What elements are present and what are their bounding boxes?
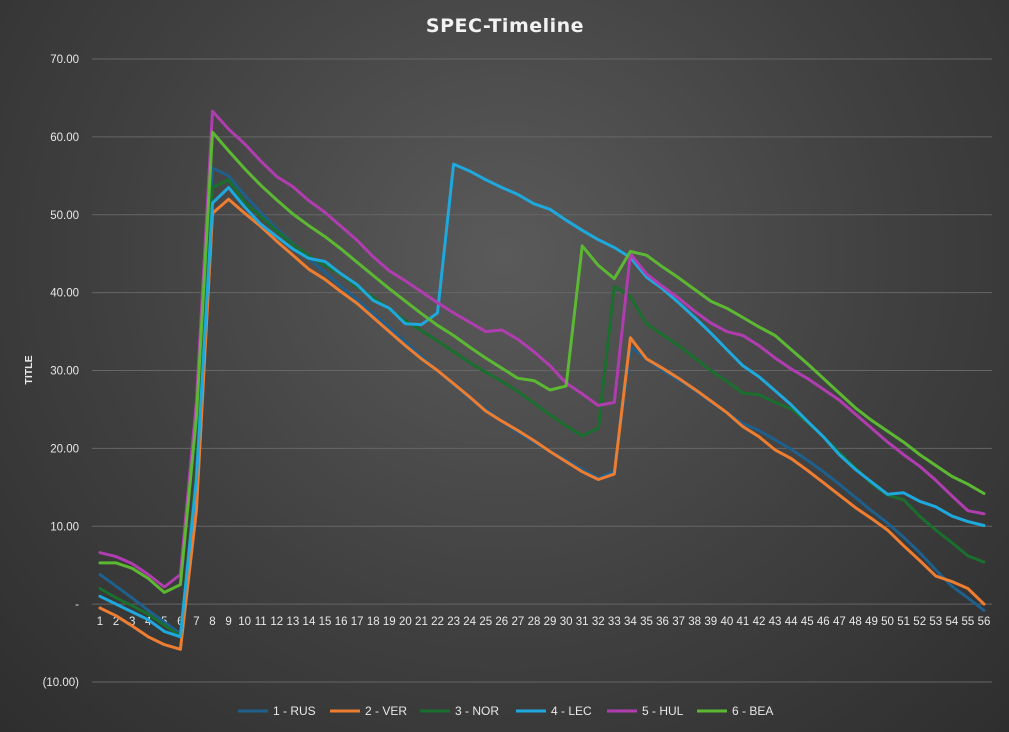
x-tick-label: 25	[479, 616, 492, 628]
x-tick-label: 37	[672, 616, 685, 628]
x-tick-label: 1	[97, 616, 103, 628]
x-tick-label: 10	[238, 616, 251, 628]
x-tick-label: 44	[785, 616, 798, 628]
series-line-1	[98, 166, 986, 636]
x-tick-label: 8	[209, 616, 215, 628]
y-tick-label: 60.00	[50, 132, 79, 144]
legend-label: 3 - NOR	[455, 704, 499, 718]
x-tick-label: 32	[592, 616, 605, 628]
x-tick-label: 12	[270, 616, 283, 628]
legend-item: 5 - HUL	[607, 704, 684, 718]
y-tick-label: -	[75, 599, 79, 611]
x-tick-label: 50	[881, 616, 894, 628]
series-line-4	[98, 162, 986, 639]
legend-label: 4 - LEC	[551, 704, 592, 718]
x-tick-label: 56	[978, 616, 991, 628]
x-tick-label: 28	[528, 616, 541, 628]
x-tick-label: 24	[463, 616, 476, 628]
x-tick-label: 23	[447, 616, 460, 628]
x-tick-label: 22	[431, 616, 444, 628]
y-tick-label: 70.00	[50, 54, 79, 66]
y-tick-label: 30.00	[50, 366, 79, 378]
x-tick-label: 47	[833, 616, 846, 628]
y-axis-label: TITLE	[23, 355, 35, 384]
series-lines	[98, 109, 986, 651]
y-axis-ticks: 70.00 60.00 50.00 40.00 30.00 20.00 10.00 - (10.…	[43, 54, 80, 689]
x-tick-label: 54	[945, 616, 958, 628]
x-tick-label: 31	[576, 616, 589, 628]
legend-item: 3 - NOR	[420, 704, 499, 718]
legend-label: 1 - RUS	[273, 704, 316, 718]
x-tick-label: 49	[865, 616, 878, 628]
x-tick-label: 51	[897, 616, 910, 628]
x-tick-label: 53	[929, 616, 942, 628]
legend-item: 6 - BEA	[697, 704, 773, 718]
x-tick-label: 38	[688, 616, 701, 628]
legend: 1 - RUS 2 - VER 3 - NOR 4 - LEC 5 - HUL 6 - B…	[238, 704, 773, 718]
x-tick-label: 2	[113, 616, 119, 628]
x-tick-label: 30	[560, 616, 573, 628]
x-tick-label: 7	[193, 616, 199, 628]
y-tick-label: 50.00	[50, 210, 79, 222]
chart-title: SPEC-Timeline	[426, 15, 584, 37]
x-tick-label: 52	[913, 616, 926, 628]
x-tick-label: 16	[335, 616, 348, 628]
x-tick-label: 40	[720, 616, 733, 628]
legend-label: 6 - BEA	[732, 704, 773, 718]
x-tick-label: 39	[704, 616, 717, 628]
legend-item: 2 - VER	[330, 704, 407, 718]
x-tick-label: 48	[849, 616, 862, 628]
x-tick-label: 15	[319, 616, 332, 628]
x-tick-label: 19	[383, 616, 396, 628]
x-tick-label: 20	[399, 616, 412, 628]
x-tick-label: 11	[255, 616, 267, 628]
x-tick-label: 26	[495, 616, 508, 628]
series-line-2	[98, 197, 986, 651]
x-tick-label: 45	[801, 616, 814, 628]
x-tick-label: 55	[962, 616, 975, 628]
x-tick-label: 36	[656, 616, 669, 628]
x-tick-label: 14	[303, 616, 316, 628]
series-line-5	[98, 109, 986, 589]
gridlines	[92, 58, 992, 683]
x-tick-label: 18	[367, 616, 380, 628]
y-tick-label: (10.00)	[43, 677, 80, 689]
x-tick-label: 27	[511, 616, 524, 628]
x-tick-label: 29	[544, 616, 557, 628]
legend-label: 5 - HUL	[642, 704, 684, 718]
series-line-6	[98, 130, 986, 594]
legend-item: 1 - RUS	[238, 704, 316, 718]
x-tick-label: 9	[225, 616, 231, 628]
y-tick-label: 10.00	[50, 521, 79, 533]
x-tick-label: 21	[415, 616, 428, 628]
x-tick-label: 17	[351, 616, 364, 628]
x-tick-label: 4	[145, 616, 152, 628]
y-tick-label: 20.00	[50, 443, 79, 455]
x-tick-label: 43	[769, 616, 782, 628]
x-tick-label: 41	[737, 616, 750, 628]
x-tick-label: 46	[817, 616, 830, 628]
x-tick-label: 3	[129, 616, 135, 628]
x-tick-label: 34	[624, 616, 637, 628]
legend-item: 4 - LEC	[516, 704, 592, 718]
x-tick-label: 35	[640, 616, 653, 628]
x-tick-label: 42	[753, 616, 766, 628]
x-tick-label: 13	[286, 616, 299, 628]
x-axis-ticks: 1 2 3 4 5 6 7 8 9 10 11 12 13 14 15 16 17 18 19 20 21 22 23 24 2…	[97, 616, 991, 628]
series-line-3	[98, 178, 986, 638]
y-tick-label: 40.00	[50, 288, 79, 300]
legend-label: 2 - VER	[365, 704, 407, 718]
x-tick-label: 33	[608, 616, 621, 628]
